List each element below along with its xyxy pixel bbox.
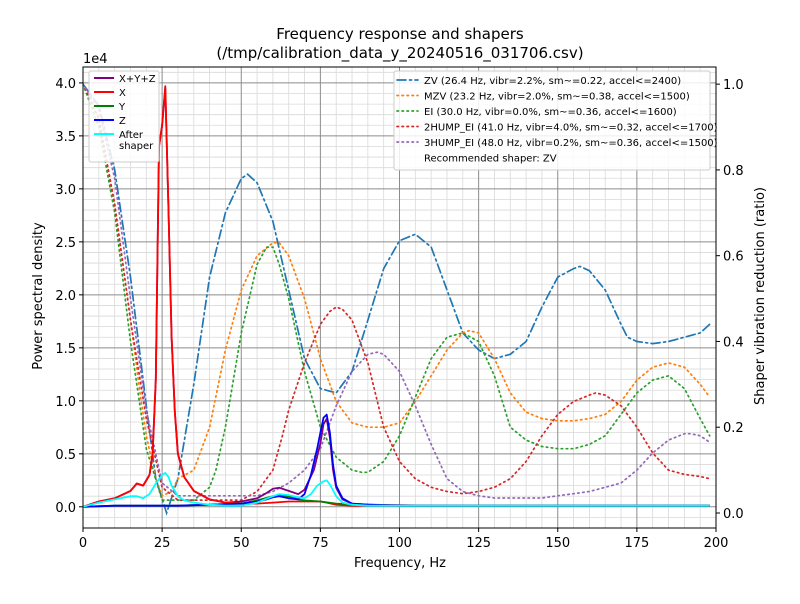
x-tick-label: 0: [79, 536, 87, 551]
shaper-series-line-2: [83, 83, 711, 501]
y2-tick-label: 0.2: [723, 421, 744, 436]
shaper-legend-label-3: 2HUMP_EI (41.0 Hz, vibr=4.0%, sm~=0.32, …: [424, 123, 718, 134]
y-tick-label: 2.5: [55, 236, 76, 251]
y-tick-label: 2.0: [55, 289, 76, 304]
plot-area: [83, 83, 711, 516]
psd-legend-label-1: X: [119, 88, 126, 99]
shaper-legend: ZV (26.4 Hz, vibr=2.2%, sm~=0.22, accel<…: [393, 70, 718, 171]
psd-legend-label-4: After: [119, 130, 144, 141]
x-tick-label: 150: [545, 536, 570, 551]
shaper-series-line-0: [83, 83, 711, 516]
shaper-legend-label-2: EI (30.0 Hz, vibr=0.0%, sm~=0.36, accel<…: [424, 107, 677, 118]
x-tick-label: 50: [233, 536, 250, 551]
y-tick-label: 3.0: [55, 183, 76, 198]
psd-legend-label-0: X+Y+Z: [119, 74, 156, 85]
psd-legend-box: [88, 70, 160, 163]
shaper-legend-label-1: MZV (23.2 Hz, vibr=2.0%, sm~=0.38, accel…: [424, 92, 690, 103]
shaper-legend-label-0: ZV (26.4 Hz, vibr=2.2%, sm~=0.22, accel<…: [424, 76, 681, 87]
y-tick-label: 1.0: [55, 395, 76, 410]
y2-tick-label: 0.6: [723, 250, 744, 265]
y-offset-label: 1e4: [83, 52, 108, 67]
y-tick-label: 0.0: [55, 501, 76, 516]
shaper-series-line-1: [83, 83, 711, 497]
x-tick-label: 100: [387, 536, 412, 551]
y-axis-label: Power spectral density: [31, 222, 46, 370]
y2-tick-label: 0.8: [723, 164, 744, 179]
x-tick-label: 200: [704, 536, 729, 551]
shaper-legend-box: [393, 70, 711, 171]
y2-tick-label: 0.0: [723, 507, 744, 522]
psd-legend-label-3: Z: [119, 116, 126, 127]
x-axis-label: Frequency, Hz: [354, 556, 446, 571]
chart-title-line2: (/tmp/calibration_data_y_20240516_031706…: [216, 44, 583, 63]
x-tick-label: 125: [466, 536, 491, 551]
psd-legend-label-4: shaper: [119, 141, 154, 152]
y-tick-label: 1.5: [55, 342, 76, 357]
y2-axis-label: Shaper vibration reduction (ratio): [753, 187, 768, 405]
shaper-series-line-3: [83, 83, 711, 501]
y2-tick-label: 0.4: [723, 335, 744, 350]
shaper-legend-label-4: 3HUMP_EI (48.0 Hz, vibr=0.2%, sm~=0.36, …: [424, 138, 718, 149]
y2-tick-label: 1.0: [723, 78, 744, 93]
y-tick-label: 3.5: [55, 130, 76, 145]
shaper-series-line-4: [83, 83, 711, 499]
chart-title-line1: Frequency response and shapers: [276, 25, 524, 43]
psd-series-line-4: [83, 472, 710, 508]
shaper-legend-note: Recommended shaper: ZV: [424, 154, 557, 165]
psd-series-line-3: [83, 413, 710, 508]
x-tick-label: 75: [312, 536, 329, 551]
y-tick-label: 4.0: [55, 77, 76, 92]
y-tick-label: 0.5: [55, 448, 76, 463]
x-tick-label: 175: [624, 536, 649, 551]
psd-series-line-1: [83, 85, 710, 508]
axes: 0 25 50 75 100 125 150 175 200 0.0 0.5 1.0 1.5 2.0 2.5…: [55, 66, 744, 551]
psd-legend-label-2: Y: [118, 102, 126, 113]
series-group: [83, 83, 711, 516]
x-tick-label: 25: [154, 536, 171, 551]
